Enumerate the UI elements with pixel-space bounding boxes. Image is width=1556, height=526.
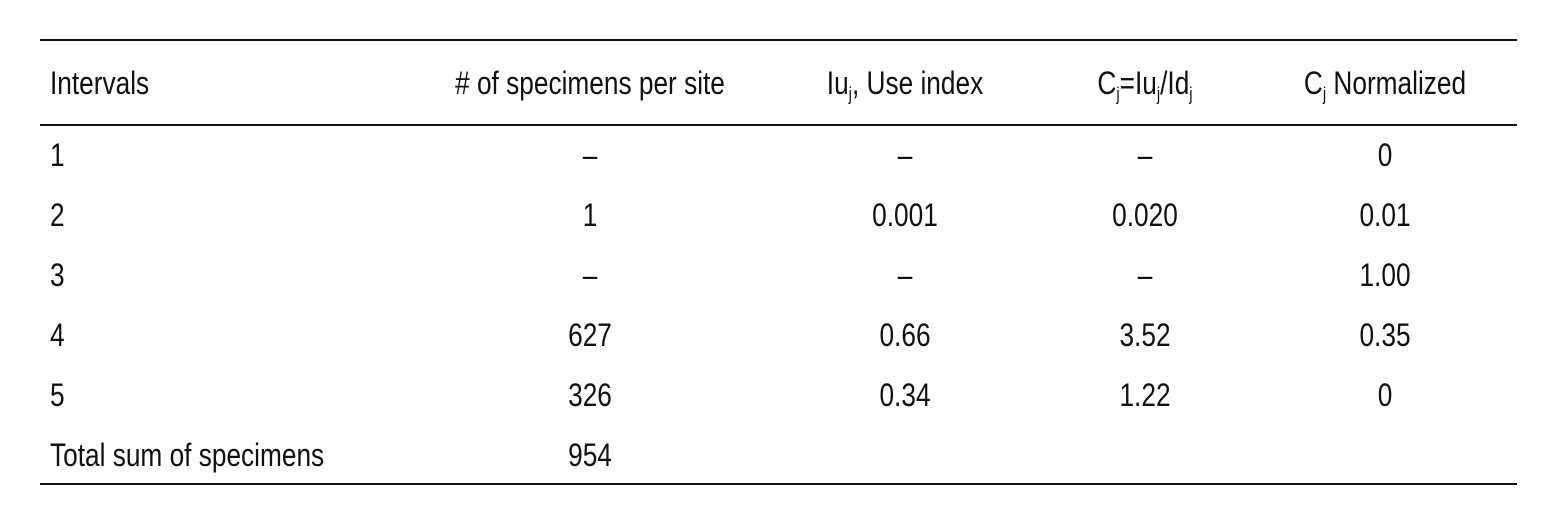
header-text: C: [1303, 65, 1323, 101]
table-cell: 0: [1377, 137, 1393, 173]
subscript: j: [848, 84, 852, 104]
table-cell: 0.34: [879, 377, 931, 413]
table-cell: –: [1137, 137, 1153, 173]
table-cell: 0.35: [1359, 317, 1411, 353]
header-text: Normalized: [1326, 65, 1467, 101]
table-cell: –: [1137, 257, 1153, 293]
table-cell: 1: [582, 197, 598, 233]
table-cell: 0.01: [1359, 197, 1411, 233]
header-text: Iu: [826, 65, 849, 101]
subscript: j: [1156, 84, 1161, 104]
header-text: =Iu: [1119, 65, 1157, 101]
row-label: 3: [50, 257, 65, 293]
table-cell: 1.22: [1119, 377, 1171, 413]
table-cell: –: [897, 137, 913, 173]
row-label: Total sum of specimens: [50, 437, 325, 473]
table-cell: –: [582, 137, 598, 173]
header-cell: # of specimens per site: [344, 63, 836, 103]
table-cell: 3.52: [1119, 317, 1171, 353]
header-cell: Intervals: [50, 63, 149, 103]
top-rule: [40, 39, 1517, 41]
table-cell: 326: [568, 377, 612, 413]
row-label: 1: [50, 137, 65, 173]
header-rule: [40, 124, 1517, 126]
table-cell: –: [897, 257, 913, 293]
table-cell: 627: [568, 317, 612, 353]
table-cell: 0: [1377, 377, 1393, 413]
bottom-rule: [40, 483, 1517, 485]
table-cell: –: [582, 257, 598, 293]
row-label: 2: [50, 197, 65, 233]
header-text: Intervals: [50, 65, 150, 101]
table-cell: 0.66: [879, 317, 931, 353]
header-text: # of specimens per site: [455, 65, 725, 101]
subscript: j: [1116, 84, 1120, 104]
row-label: 5: [50, 377, 65, 413]
table-cell: 0.020: [1112, 197, 1178, 233]
header-text: C: [1097, 65, 1117, 101]
header-text: , Use index: [851, 65, 984, 101]
row-label: 4: [50, 317, 65, 353]
header-cell: Iuj, Use index: [659, 63, 1151, 103]
table-cell: 1.00: [1359, 257, 1411, 293]
subscript: j: [1322, 84, 1327, 104]
header-cell: Cj=Iuj/Idj: [899, 63, 1391, 103]
subscript: j: [1189, 84, 1193, 104]
table-cell: 954: [568, 437, 612, 473]
header-cell: Cj Normalized: [1139, 63, 1556, 103]
header-text: /Id: [1160, 65, 1190, 101]
table-cell: 0.001: [872, 197, 938, 233]
